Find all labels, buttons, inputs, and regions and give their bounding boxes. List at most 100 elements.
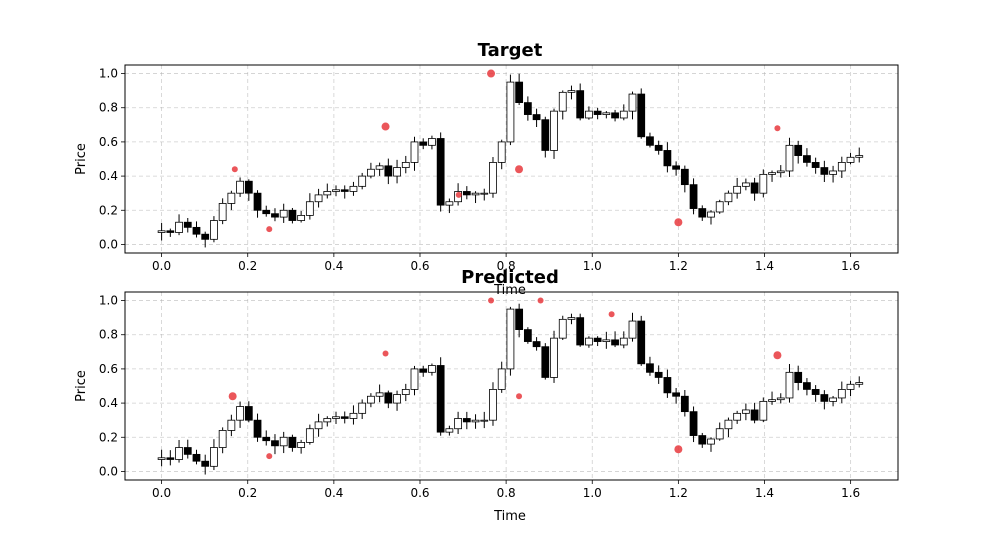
candle-down [436, 365, 445, 433]
candle-up [741, 182, 750, 187]
candle-down [811, 162, 820, 168]
candle-down [462, 191, 471, 196]
x-tick-label: 0.2 [238, 486, 257, 500]
candle-down [698, 208, 707, 218]
candle-up [619, 110, 628, 119]
candle-down [820, 167, 829, 175]
candle-up [218, 203, 227, 221]
x-tick-label: 1.2 [669, 486, 688, 500]
candle-down [436, 138, 445, 206]
candle-up [454, 418, 462, 430]
candle-down [637, 93, 646, 138]
x-tick-label: 1.6 [841, 259, 860, 273]
extrema-marker [674, 218, 683, 227]
candle-up [558, 318, 567, 339]
candle-up [157, 230, 166, 233]
y-tick-label: 0.6 [99, 362, 118, 376]
candle-up [367, 168, 375, 177]
candle-up [410, 141, 419, 163]
candle-down [201, 460, 210, 467]
candle-up [602, 339, 611, 342]
y-tick-label: 0.8 [99, 328, 118, 342]
candle-down [611, 112, 619, 119]
candle-down [532, 114, 541, 121]
x-tick-label: 1.0 [583, 259, 602, 273]
candle-up [776, 170, 785, 174]
candle-down [384, 392, 393, 404]
extrema-marker [488, 297, 495, 304]
candle-down [166, 457, 175, 460]
x-axis-label: Time [493, 283, 526, 298]
candle-down [244, 180, 253, 194]
candle-down [803, 382, 811, 390]
extrema-marker [674, 445, 683, 454]
y-axis-label: Price [74, 143, 89, 175]
candle-up [733, 185, 742, 194]
y-tick-label: 1.0 [99, 67, 118, 81]
candle-down [340, 416, 349, 419]
candle-up [401, 389, 410, 395]
candle-up [175, 447, 183, 460]
candle-down [803, 155, 811, 163]
candle-down [253, 419, 262, 438]
candle-up [567, 317, 576, 320]
candle-down [523, 329, 532, 342]
chart-title: Predicted [461, 267, 559, 288]
candle-up [367, 395, 375, 404]
candle-up [471, 419, 480, 423]
candle-up [715, 201, 724, 213]
candle-up [707, 438, 715, 445]
candle-up [715, 428, 724, 440]
candle-up [375, 165, 384, 170]
candle-up [829, 397, 837, 402]
candle-up [236, 180, 244, 194]
candle-down [794, 371, 803, 383]
candle-up [349, 412, 358, 419]
candle-up [297, 441, 306, 448]
candle-down [663, 377, 672, 394]
candle-down [271, 213, 279, 218]
extrema-marker [228, 392, 237, 401]
candle-up [410, 368, 419, 390]
candle-down [811, 389, 820, 395]
candle-down [654, 144, 663, 151]
x-tick-label: 1.2 [669, 259, 688, 273]
candle-up [785, 144, 794, 172]
candle-up [358, 402, 367, 414]
extrema-marker [455, 191, 462, 198]
extrema-marker [773, 351, 782, 360]
x-tick-label: 0.2 [238, 259, 257, 273]
candle-down [340, 189, 349, 192]
candle-down [750, 409, 759, 421]
candle-down [576, 317, 585, 346]
candle-up [759, 173, 768, 194]
candle-up [305, 201, 314, 216]
extrema-marker [382, 350, 389, 357]
x-tick-label: 0.0 [152, 486, 171, 500]
candle-down [646, 136, 654, 146]
candle-down [462, 418, 471, 423]
candle-up [210, 447, 218, 467]
axes-frame [124, 64, 899, 254]
candle-up [323, 418, 332, 423]
candle-up [768, 399, 776, 402]
candle-up [332, 416, 340, 419]
y-tick-label: 0.4 [99, 396, 118, 410]
candle-up [445, 428, 454, 433]
candle-down [680, 395, 689, 413]
x-tick-label: 0.4 [324, 259, 343, 273]
candle-up [401, 162, 410, 168]
y-tick-label: 0.2 [99, 430, 118, 444]
candle-up [846, 156, 855, 163]
candle-up [506, 81, 515, 143]
candle-up [585, 337, 593, 346]
candle-up [236, 406, 244, 421]
candle-down [419, 368, 428, 373]
extrema-marker [774, 125, 781, 132]
x-tick-label: 1.4 [755, 259, 774, 273]
x-axis-label: Time [493, 509, 526, 524]
candle-up [314, 421, 323, 430]
candle-up [741, 409, 750, 414]
